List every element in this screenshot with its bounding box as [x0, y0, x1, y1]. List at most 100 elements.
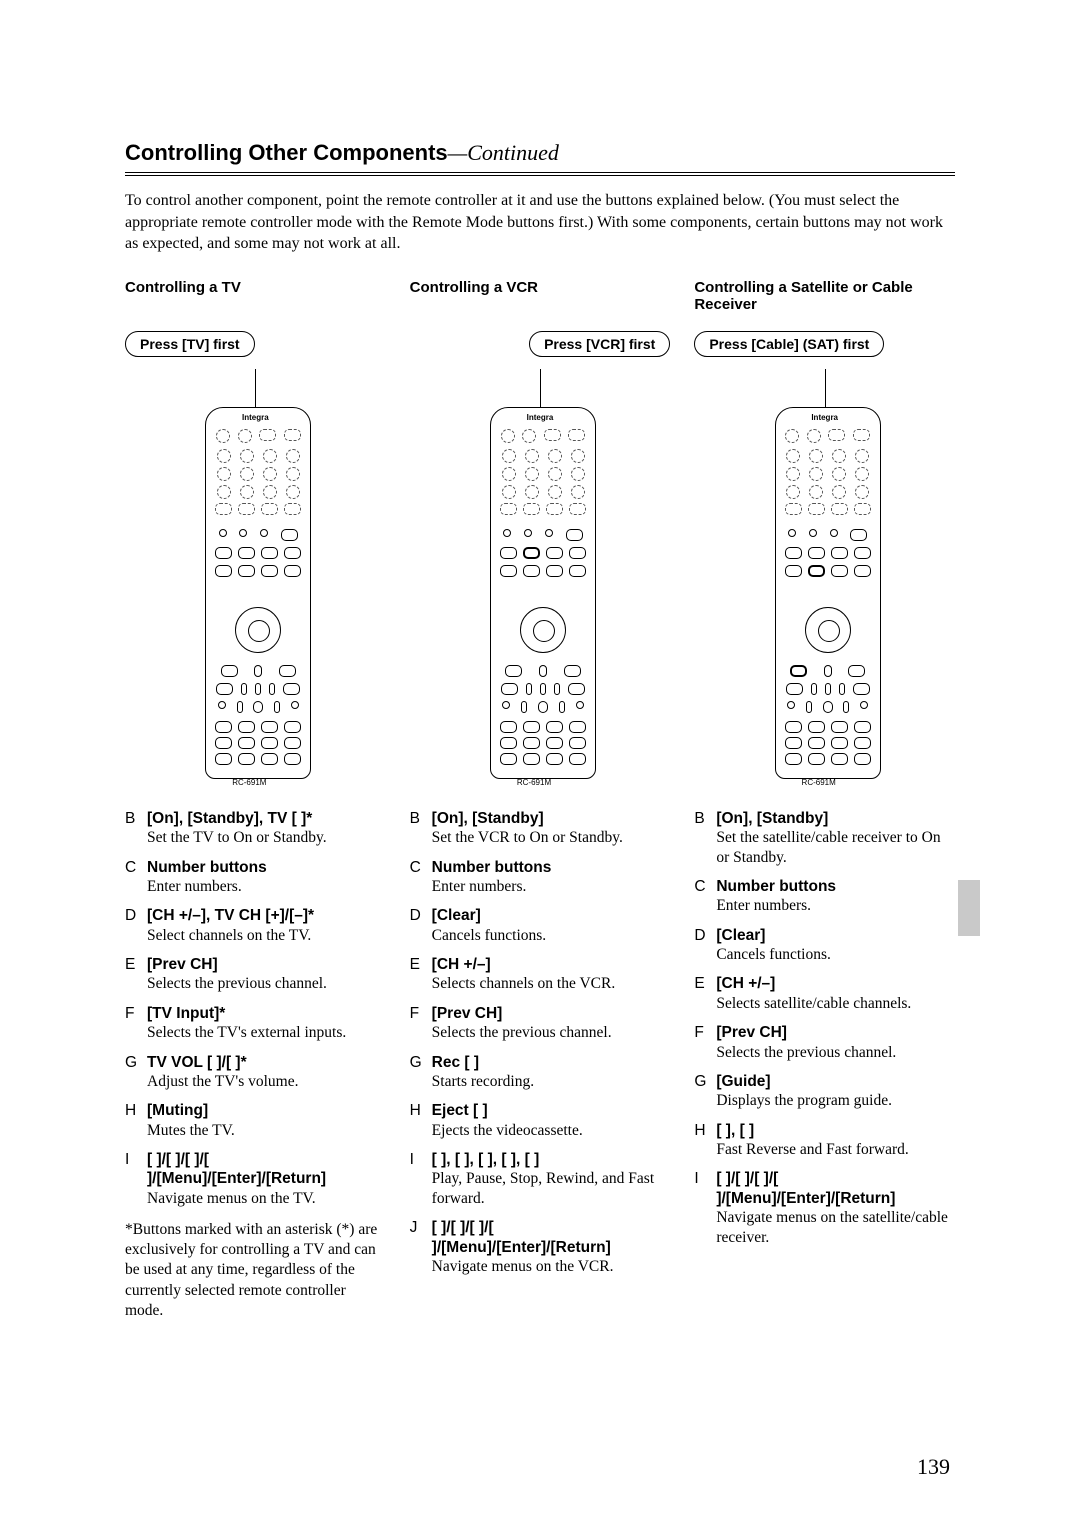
item-letter: D [694, 926, 716, 965]
item-label: [Clear] [432, 906, 547, 925]
item-body: [ ]/[ ]/[ ]/[ ]/[Menu]/[Enter]/[Return]N… [432, 1218, 671, 1276]
col-sat: Controlling a Satellite or Cable Receive… [694, 279, 955, 1321]
item-label: [On], [Standby], TV [ ]* [147, 809, 327, 828]
press-vcr: Press [VCR] first [529, 331, 670, 357]
item-letter: D [410, 906, 432, 945]
item-label: TV VOL [ ]/[ ]* [147, 1053, 298, 1072]
item-letter: H [410, 1101, 432, 1140]
item-letter: F [410, 1004, 432, 1043]
item-label: [Muting] [147, 1101, 235, 1120]
item-desc: Cancels functions. [716, 945, 831, 964]
item-desc: Selects the previous channel. [147, 974, 327, 993]
list-item: B[On], [Standby]Set the VCR to On or Sta… [410, 809, 671, 848]
list-item: E[CH +/–]Selects channels on the VCR. [410, 955, 671, 994]
item-label: [ ]/[ ]/[ ]/[ ]/[Menu]/[Enter]/[Return] [147, 1150, 386, 1189]
item-body: [CH +/–], TV CH [+]/[–]*Select channels … [147, 906, 314, 945]
item-body: [CH +/–]Selects satellite/cable channels… [716, 974, 911, 1013]
item-letter: E [125, 955, 147, 994]
item-body: [On], [Standby], TV [ ]*Set the TV to On… [147, 809, 327, 848]
item-body: Rec [ ]Starts recording. [432, 1053, 534, 1092]
item-desc: Set the TV to On or Standby. [147, 828, 327, 847]
item-body: [Prev CH]Selects the previous channel. [432, 1004, 612, 1043]
item-label: [Prev CH] [147, 955, 327, 974]
list-item: D[Clear]Cancels functions. [694, 926, 955, 965]
sat-items: B[On], [Standby]Set the satellite/cable … [694, 809, 955, 1247]
item-label: [ ], [ ] [716, 1121, 908, 1140]
page-number: 139 [917, 1454, 950, 1480]
list-item: CNumber buttonsEnter numbers. [125, 858, 386, 897]
item-body: [On], [Standby]Set the satellite/cable r… [716, 809, 955, 867]
item-label: [CH +/–] [432, 955, 616, 974]
item-body: [Prev CH]Selects the previous channel. [716, 1023, 896, 1062]
tv-footnote: *Buttons marked with an asterisk (*) are… [125, 1220, 386, 1321]
tv-items: B[On], [Standby], TV [ ]*Set the TV to O… [125, 809, 386, 1208]
item-desc: Set the satellite/cable receiver to On o… [716, 828, 955, 867]
list-item: J[ ]/[ ]/[ ]/[ ]/[Menu]/[Enter]/[Return]… [410, 1218, 671, 1276]
item-letter: J [410, 1218, 432, 1276]
item-letter: H [694, 1121, 716, 1160]
item-letter: G [125, 1053, 147, 1092]
section-title: Controlling Other Components [125, 140, 448, 165]
list-item: H[Muting]Mutes the TV. [125, 1101, 386, 1140]
item-desc: Select channels on the TV. [147, 926, 314, 945]
list-item: B[On], [Standby]Set the satellite/cable … [694, 809, 955, 867]
item-label: [CH +/–] [716, 974, 911, 993]
item-desc: Play, Pause, Stop, Rewind, and Fast forw… [432, 1169, 671, 1208]
item-label: [ ], [ ], [ ], [ ], [ ] [432, 1150, 671, 1169]
item-desc: Set the VCR to On or Standby. [432, 828, 623, 847]
col-title-tv: Controlling a TV [125, 279, 386, 317]
item-body: [ ]/[ ]/[ ]/[ ]/[Menu]/[Enter]/[Return]N… [147, 1150, 386, 1208]
item-body: [Prev CH]Selects the previous channel. [147, 955, 327, 994]
item-desc: Navigate menus on the VCR. [432, 1257, 671, 1276]
item-desc: Starts recording. [432, 1072, 534, 1091]
item-desc: Navigate menus on the satellite/cable re… [716, 1208, 955, 1247]
col-vcr: Controlling a VCR Press [VCR] first Inte… [410, 279, 671, 1321]
item-letter: C [125, 858, 147, 897]
item-body: Number buttonsEnter numbers. [716, 877, 836, 916]
section-header: Controlling Other Components—Continued [125, 140, 955, 176]
item-body: [On], [Standby]Set the VCR to On or Stan… [432, 809, 623, 848]
list-item: F[Prev CH]Selects the previous channel. [694, 1023, 955, 1062]
item-body: [Clear]Cancels functions. [716, 926, 831, 965]
item-letter: C [410, 858, 432, 897]
list-item: HEject [ ]Ejects the videocassette. [410, 1101, 671, 1140]
item-label: Number buttons [716, 877, 836, 896]
item-desc: Selects channels on the VCR. [432, 974, 616, 993]
item-desc: Mutes the TV. [147, 1121, 235, 1140]
item-body: Number buttonsEnter numbers. [147, 858, 267, 897]
item-letter: G [694, 1072, 716, 1111]
item-desc: Enter numbers. [147, 877, 267, 896]
item-body: [CH +/–]Selects channels on the VCR. [432, 955, 616, 994]
item-body: [TV Input]*Selects the TV's external inp… [147, 1004, 346, 1043]
item-letter: I [694, 1169, 716, 1247]
item-label: [CH +/–], TV CH [+]/[–]* [147, 906, 314, 925]
item-label: [TV Input]* [147, 1004, 346, 1023]
item-desc: Enter numbers. [716, 896, 836, 915]
item-letter: C [694, 877, 716, 916]
item-desc: Navigate menus on the TV. [147, 1189, 386, 1208]
side-tab [958, 880, 980, 936]
item-letter: F [125, 1004, 147, 1043]
list-item: I[ ], [ ], [ ], [ ], [ ]Play, Pause, Sto… [410, 1150, 671, 1208]
item-letter: F [694, 1023, 716, 1062]
item-letter: B [694, 809, 716, 867]
list-item: H[ ], [ ]Fast Reverse and Fast forward. [694, 1121, 955, 1160]
item-letter: E [694, 974, 716, 1013]
list-item: G[Guide]Displays the program guide. [694, 1072, 955, 1111]
item-label: Rec [ ] [432, 1053, 534, 1072]
item-body: [Clear]Cancels functions. [432, 906, 547, 945]
item-letter: I [125, 1150, 147, 1208]
item-label: [Guide] [716, 1072, 892, 1091]
col-title-sat: Controlling a Satellite or Cable Receive… [694, 279, 955, 317]
item-letter: B [410, 809, 432, 848]
item-desc: Selects satellite/cable channels. [716, 994, 911, 1013]
item-desc: Selects the previous channel. [432, 1023, 612, 1042]
item-label: [Prev CH] [716, 1023, 896, 1042]
item-desc: Enter numbers. [432, 877, 552, 896]
item-desc: Cancels functions. [432, 926, 547, 945]
list-item: D[Clear]Cancels functions. [410, 906, 671, 945]
col-tv: Controlling a TV Press [TV] first Integr… [125, 279, 386, 1321]
item-label: [Clear] [716, 926, 831, 945]
list-item: B[On], [Standby], TV [ ]*Set the TV to O… [125, 809, 386, 848]
item-desc: Fast Reverse and Fast forward. [716, 1140, 908, 1159]
